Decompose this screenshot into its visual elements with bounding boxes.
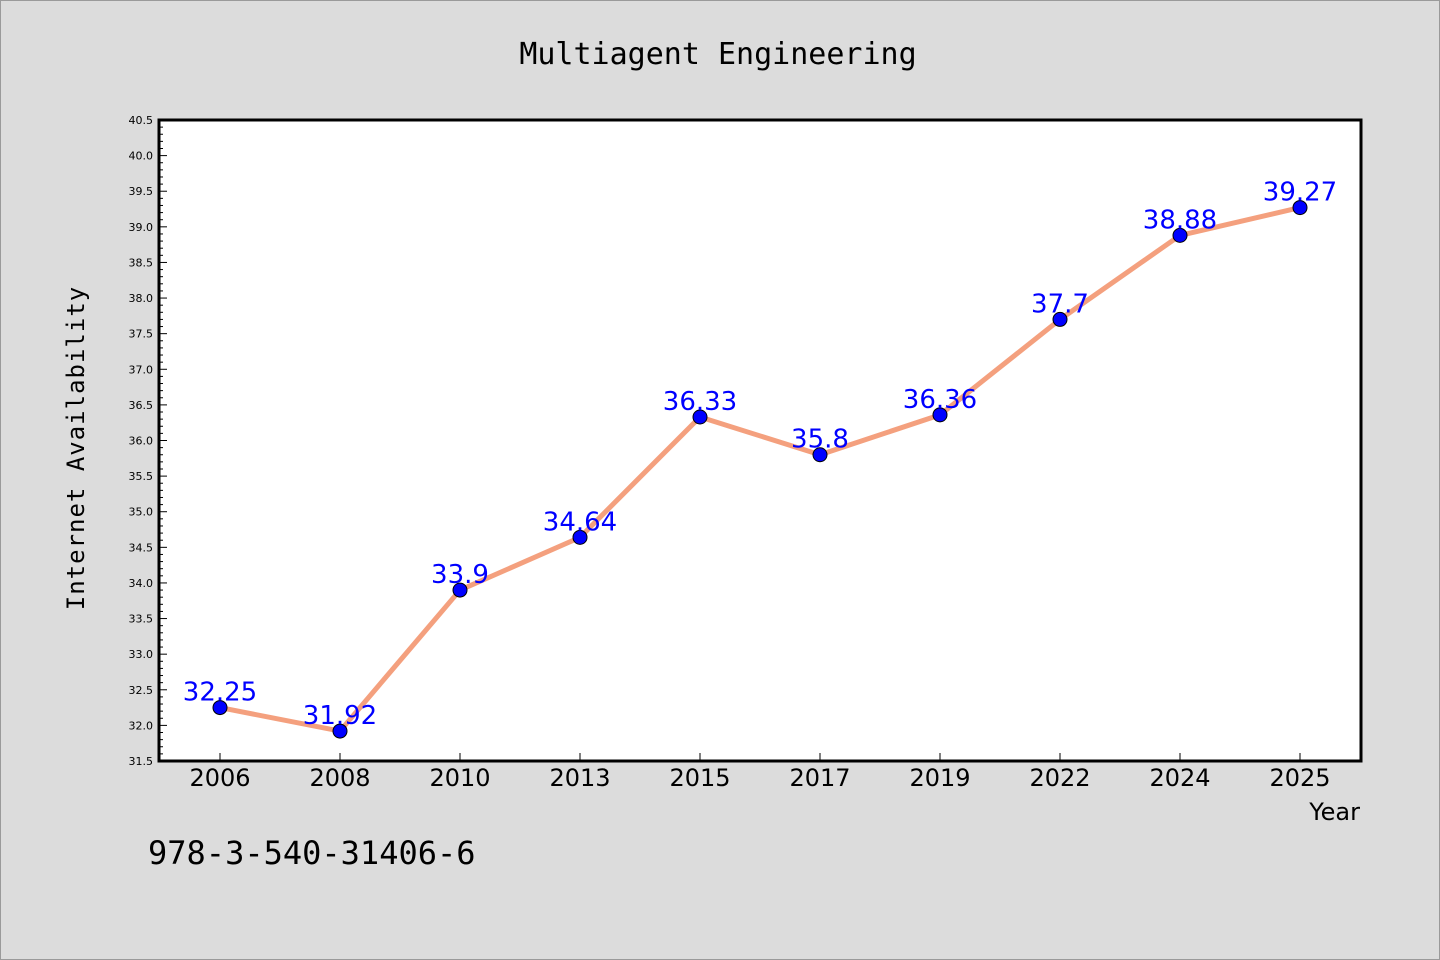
x-tick-label: 2025 [1269, 764, 1330, 792]
y-tick-label: 36.5 [129, 399, 154, 412]
y-tick-label: 35.0 [129, 506, 154, 519]
y-tick-label: 38.0 [129, 292, 154, 305]
series-layer: 32.25 31.92 33.9 34.64 36.33 35.8 36.36 37.7 38.… [183, 178, 1337, 739]
y-tick-label: 38.5 [129, 256, 154, 269]
y-axis-label: Internet Availability [62, 286, 90, 610]
data-label: 34.64 [543, 507, 617, 537]
x-tick-label: 2024 [1149, 764, 1210, 792]
data-label: 35.8 [791, 425, 849, 455]
data-point [692, 409, 708, 425]
x-tick-label: 2008 [309, 764, 370, 792]
y-tick-label: 34.5 [129, 541, 154, 554]
y-tick-label: 40.0 [129, 150, 154, 163]
data-point [1172, 227, 1188, 243]
data-label: 38.88 [1143, 205, 1217, 235]
x-tick-label: 2013 [549, 764, 610, 792]
y-tick-label: 35.5 [129, 470, 154, 483]
x-tick-label: 2019 [909, 764, 970, 792]
data-point [932, 407, 948, 423]
y-tick-label: 37.5 [129, 328, 154, 341]
y-tick-label: 32.5 [129, 684, 154, 697]
y-tick-label: 39.0 [129, 221, 154, 234]
x-tick-label: 2010 [429, 764, 490, 792]
data-label: 37.7 [1031, 289, 1089, 319]
y-tick-label: 37.0 [129, 363, 154, 376]
y-tick-label: 33.0 [129, 648, 154, 661]
data-label: 31.92 [303, 701, 377, 731]
y-tick-label: 33.5 [129, 613, 154, 626]
data-point [332, 723, 348, 739]
y-axis: 31.5 32.0 32.5 33.0 33.5 34.0 34.5 35.0 35.5 36.0… [129, 114, 167, 768]
x-axis-label: Year [1308, 798, 1360, 826]
chart-title: Multiagent Engineering [519, 37, 916, 72]
data-label: 32.25 [183, 678, 257, 708]
footer-text: 978-3-540-31406-6 [148, 834, 476, 872]
data-point [812, 447, 828, 463]
y-tick-label: 39.5 [129, 185, 154, 198]
y-tick-label: 36.0 [129, 435, 154, 448]
data-point [572, 529, 588, 545]
x-tick-label: 2006 [189, 764, 250, 792]
data-label: 39.27 [1263, 178, 1337, 208]
data-point [212, 700, 228, 716]
data-point [452, 582, 468, 598]
x-tick-label: 2022 [1029, 764, 1090, 792]
y-tick-label: 31.5 [129, 755, 154, 768]
y-tick-label: 32.0 [129, 719, 154, 732]
plot-area [157, 118, 1363, 763]
data-point [1052, 311, 1068, 327]
y-tick-label: 34.0 [129, 577, 154, 590]
data-label: 36.33 [663, 387, 737, 417]
x-tick-label: 2015 [669, 764, 730, 792]
series-line [217, 205, 1303, 734]
x-tick-label: 2017 [789, 764, 850, 792]
data-label: 33.9 [431, 560, 489, 590]
data-label: 36.36 [903, 385, 977, 415]
y-tick-label: 40.5 [129, 114, 154, 127]
x-axis: 2006 2008 2010 2013 2015 2017 2019 2022 2024 2025 [189, 753, 1331, 792]
data-point [1292, 200, 1308, 216]
